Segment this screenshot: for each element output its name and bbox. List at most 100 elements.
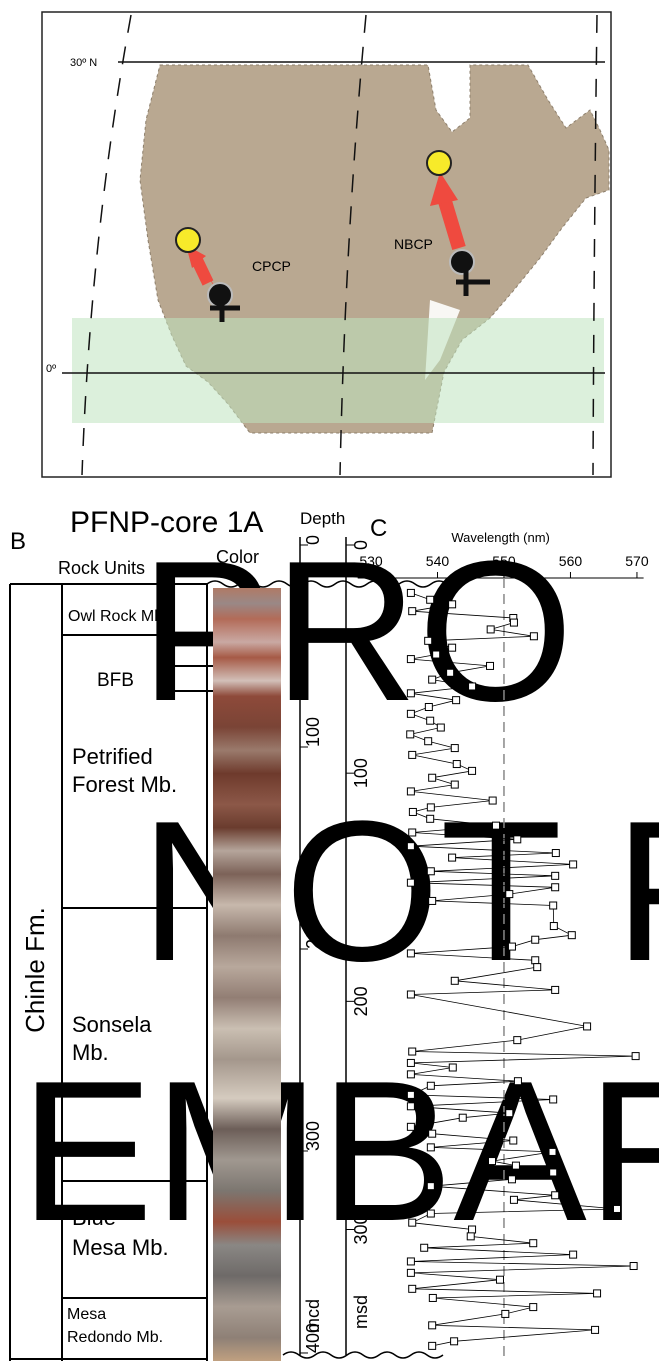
data-point [567, 931, 576, 940]
data-point [408, 1047, 417, 1056]
data-point [507, 1175, 516, 1184]
pole-new [426, 150, 452, 176]
x-tick-label: 540 [426, 553, 450, 569]
data-point [408, 607, 417, 616]
data-point [448, 853, 457, 862]
tropical-band [72, 318, 604, 423]
x-tick-label: 550 [492, 553, 516, 569]
data-point [426, 1209, 435, 1218]
y-tick-label: 100 [351, 758, 371, 788]
data-point [406, 730, 415, 739]
data-point [426, 867, 435, 876]
member-label: Mb. [72, 1040, 109, 1065]
data-point [426, 803, 435, 812]
plot: Wavelength (nm) 530 540 550 560 570 0 100 200 300… [299, 530, 649, 1361]
member-label: Petrified [72, 744, 153, 769]
data-point [491, 821, 500, 830]
formation-label: Chinle Fm. [20, 907, 50, 1033]
data-point [468, 682, 477, 691]
pole-arrow [430, 172, 458, 206]
site-cross [210, 300, 240, 322]
data-point [428, 675, 437, 684]
latitude-label: 0º [46, 363, 56, 375]
data-point [450, 744, 459, 753]
data-point [507, 942, 516, 951]
data-point [406, 588, 415, 597]
pole-new [175, 227, 201, 253]
y2-axis-label: mcd [303, 1299, 323, 1333]
unit-lines [9, 583, 213, 1361]
data-point [593, 1289, 602, 1298]
data-point [448, 1063, 457, 1072]
data-point [549, 1095, 558, 1104]
pole-old [449, 249, 475, 275]
data-point [426, 1143, 435, 1152]
data-point [549, 922, 558, 931]
site-label: CPCP [252, 258, 291, 274]
data-point [406, 1257, 415, 1266]
data-point [629, 1262, 638, 1271]
data-point [551, 985, 560, 994]
panel-label: B [10, 528, 26, 555]
data-point [452, 696, 461, 705]
data-point [406, 709, 415, 718]
data-point [509, 1136, 518, 1145]
data-point [486, 661, 495, 670]
x-tick-label: 530 [359, 553, 383, 569]
data-point [426, 595, 435, 604]
data-point [548, 1147, 557, 1156]
meridian [81, 14, 132, 476]
meridians [81, 14, 598, 476]
data-point [408, 1218, 417, 1227]
data-point [450, 1337, 459, 1346]
data-point [428, 1321, 437, 1330]
data-point [511, 1161, 520, 1170]
core-break [282, 1351, 444, 1359]
data-point [549, 1168, 558, 1177]
data-point [505, 890, 514, 899]
data-point [420, 1243, 429, 1252]
data-point [406, 842, 415, 851]
y-tick-label: 0 [351, 540, 371, 550]
data-point [569, 1250, 578, 1259]
y-tick-label: 200 [351, 986, 371, 1016]
data-point [424, 636, 433, 645]
data-point [452, 760, 461, 769]
member-label: Forest Mb. [72, 772, 177, 797]
column-header: Rock Units [58, 558, 145, 578]
data-point [424, 737, 433, 746]
pole-arrow [190, 255, 214, 286]
member-label: Mesa Mb. [72, 1235, 169, 1260]
data-point [406, 949, 415, 958]
meridian [592, 14, 598, 476]
data-point [495, 1275, 504, 1284]
data-point [446, 668, 455, 677]
core-break [206, 580, 448, 588]
data-point [426, 1081, 435, 1090]
data-point [533, 963, 542, 972]
data-point [613, 1204, 622, 1213]
data-point [458, 1113, 467, 1122]
data-point [513, 1077, 522, 1086]
member-label: Sonsela [72, 1012, 152, 1037]
data-point [529, 1303, 538, 1312]
data-point [466, 1232, 475, 1241]
data-point [428, 1129, 437, 1138]
data-point [428, 896, 437, 905]
data-point [408, 750, 417, 759]
title: PFNP-core 1A [70, 506, 263, 539]
x-axis-label: Wavelength (nm) [451, 530, 550, 545]
data-point [631, 1052, 640, 1061]
data-point [408, 807, 417, 816]
data-point [426, 716, 435, 725]
y2-tick-label: 200 [303, 919, 323, 949]
data-point [406, 1070, 415, 1079]
x-tick-label: 570 [625, 553, 649, 569]
data-point [551, 883, 560, 892]
y2-tick-label: 0 [303, 535, 323, 545]
data-point [529, 1239, 538, 1248]
data-point [486, 625, 495, 634]
data-point [406, 1102, 415, 1111]
data-point [426, 1182, 435, 1191]
